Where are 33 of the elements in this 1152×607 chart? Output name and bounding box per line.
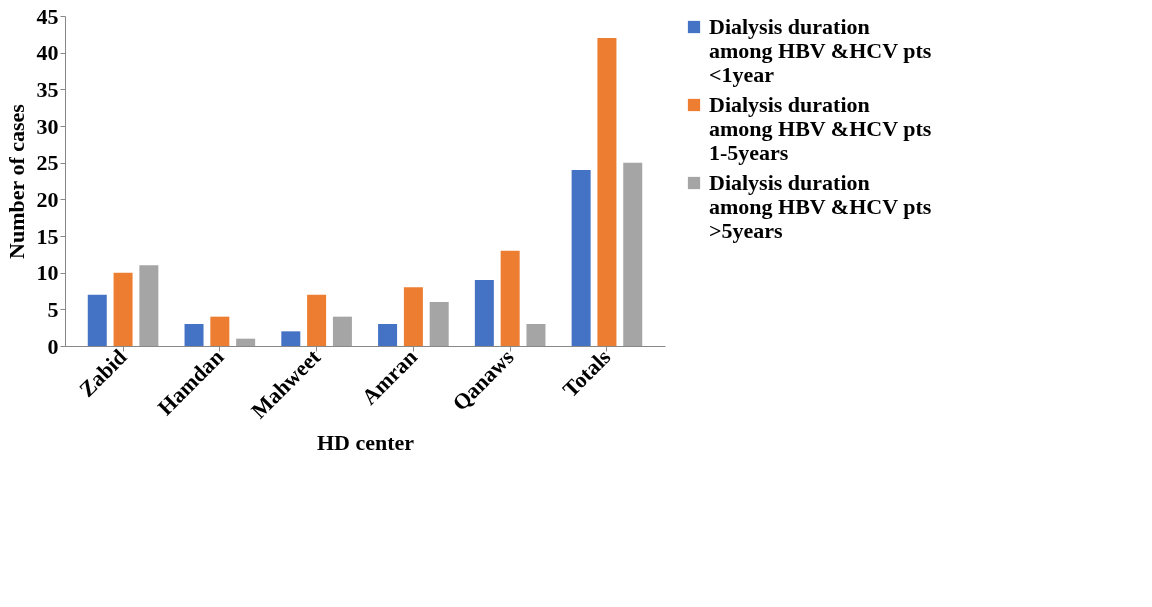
y-axis-title: Number of cases — [3, 103, 29, 259]
y-tick-label: 0 — [47, 333, 59, 359]
y-tick-label: 30 — [36, 113, 59, 139]
y-tick-label: 20 — [36, 186, 59, 212]
y-tick-label: 10 — [36, 260, 59, 286]
bar — [623, 162, 643, 346]
bar — [474, 280, 494, 346]
bar — [139, 265, 159, 346]
bar — [526, 324, 546, 346]
legend-label: Dialysis duration among HBV &HCV pts 1-5years — [709, 92, 932, 165]
x-axis-title: HD center — [316, 429, 415, 455]
bar — [597, 38, 617, 346]
y-tick-label: 25 — [36, 150, 59, 176]
y-tick-label: 35 — [36, 76, 59, 102]
bar — [87, 294, 107, 346]
bar — [113, 272, 133, 346]
y-tick-label: 15 — [36, 223, 59, 249]
bar — [571, 170, 591, 346]
y-tick-label: 40 — [36, 40, 59, 66]
bar — [429, 302, 449, 346]
legend-label: Dialysis duration among HBV &HCV pts <1year — [709, 14, 932, 87]
bar — [210, 316, 230, 346]
bar — [236, 338, 256, 346]
legend-label: Dialysis duration among HBV &HCV pts >5years — [709, 170, 932, 243]
bar — [403, 287, 423, 346]
bar — [281, 331, 301, 346]
bar — [378, 324, 398, 346]
bar — [332, 316, 352, 346]
bar — [500, 250, 520, 346]
bar — [184, 324, 204, 346]
y-tick-label: 45 — [36, 3, 59, 29]
bar — [307, 294, 327, 346]
y-tick-label: 5 — [47, 296, 59, 322]
